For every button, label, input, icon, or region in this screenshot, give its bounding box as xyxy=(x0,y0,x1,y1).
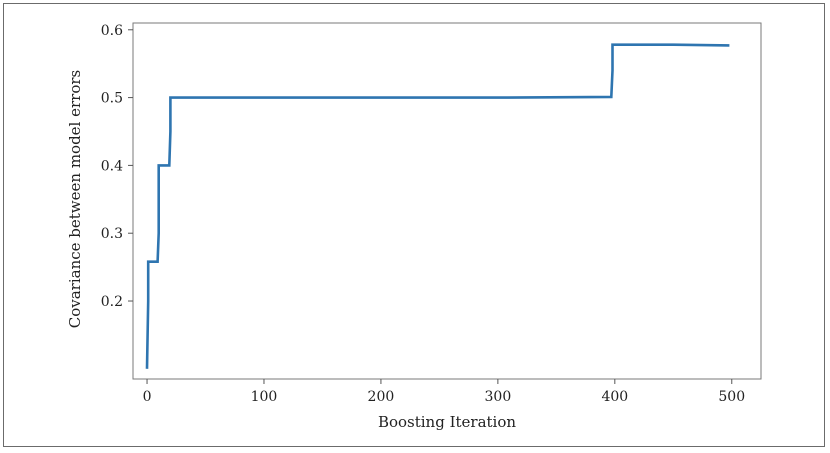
y-tick-label: 0.3 xyxy=(101,226,123,242)
x-tick-label: 400 xyxy=(601,389,628,405)
x-tick-label: 500 xyxy=(718,389,745,405)
series-line xyxy=(145,43,730,369)
chart-frame xyxy=(3,3,825,447)
y-tick-label: 0.2 xyxy=(101,294,123,310)
plot-area-border xyxy=(132,22,762,380)
x-axis: 0 100 200 300 400 500 xyxy=(143,379,745,405)
y-axis: 0.2 0.3 0.4 0.5 0.6 xyxy=(101,23,133,310)
y-axis-title: Covariance between model errors xyxy=(66,70,84,329)
y-tick-label: 0.5 xyxy=(101,91,123,107)
series-group xyxy=(145,43,730,369)
x-axis-title: Boosting Iteration xyxy=(378,413,516,431)
y-tick-label: 0.6 xyxy=(101,23,123,39)
x-tick-label: 300 xyxy=(485,389,512,405)
y-tick-label: 0.4 xyxy=(101,158,123,174)
x-tick-label: 200 xyxy=(368,389,395,405)
x-tick-label: 100 xyxy=(251,389,278,405)
x-tick-label: 0 xyxy=(143,389,152,405)
